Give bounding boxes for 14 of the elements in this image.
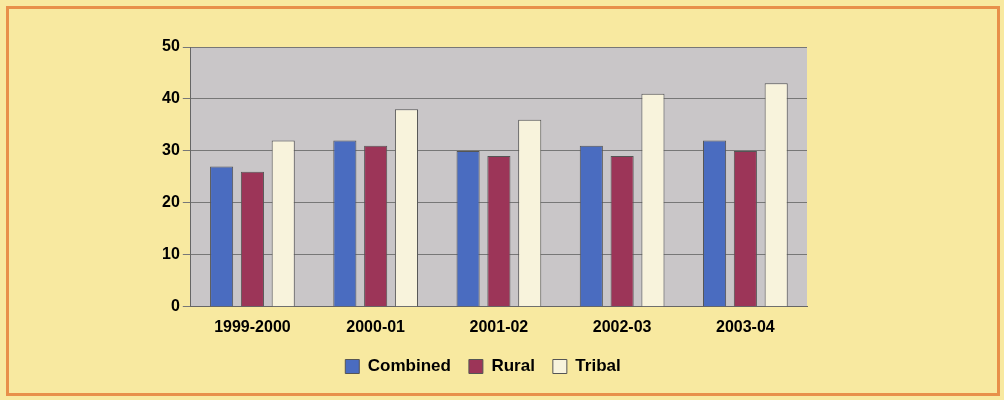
- x-tick-label: 2002-03: [592, 317, 652, 335]
- legend-label: Combined: [367, 356, 451, 376]
- y-tick-label: 10: [162, 245, 180, 263]
- x-tick-label: 2001-02: [469, 317, 529, 335]
- legend-label: Tribal: [575, 356, 621, 376]
- y-tick-label: 0: [170, 297, 180, 315]
- y-tick-label: 50: [162, 37, 180, 55]
- legend-label: Rural: [491, 356, 535, 376]
- y-tick-label: 20: [162, 193, 180, 211]
- x-tick-label: 2000-01: [346, 317, 406, 335]
- x-tick-label: 2003-04: [716, 317, 775, 335]
- y-tick-label: 40: [162, 89, 180, 107]
- y-tick-label: 30: [162, 141, 180, 159]
- x-tick-label: 1999-2000: [214, 317, 291, 335]
